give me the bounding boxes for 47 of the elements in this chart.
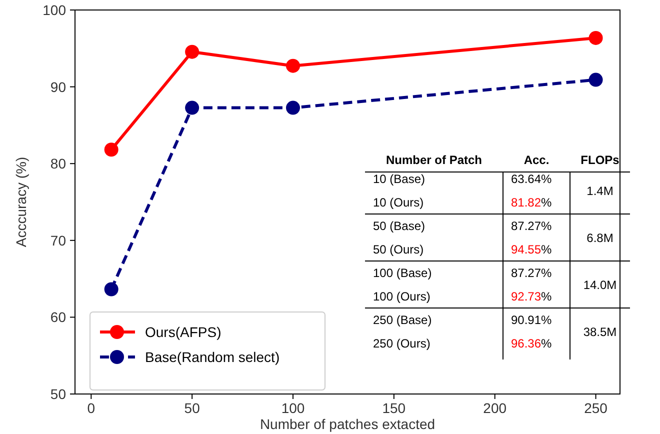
annotation: Number of Patch [386, 153, 482, 167]
y-tick-label: 70 [50, 232, 66, 248]
annotation: 10 (Ours) [373, 196, 424, 210]
point [588, 72, 603, 87]
point [588, 30, 603, 45]
x-tick-label: 100 [281, 400, 305, 416]
point [104, 142, 118, 157]
y-tick-label: 100 [42, 2, 66, 18]
y-tick-label: 90 [50, 78, 66, 95]
x-axis-title: Number of patches extacted [260, 416, 436, 432]
legend-label: Ours(AFPS) [145, 324, 222, 340]
y-axis-title: Acccuracy (%) [13, 156, 29, 248]
x-tick-label: 50 [184, 400, 200, 416]
point [104, 282, 118, 296]
annotation: 94.55% [511, 242, 552, 256]
annotation: 96.36% [511, 336, 552, 350]
annotation: 1.4M [586, 184, 614, 198]
annotation: 92.73% [511, 290, 552, 304]
annotation: 90.91% [511, 313, 552, 327]
x-tick-label: 0 [87, 400, 96, 416]
x-tick-label: 250 [584, 400, 608, 416]
point [286, 100, 300, 115]
annotation: 250 (Ours) [373, 336, 430, 350]
point [286, 58, 300, 73]
annotation: 87.27% [511, 219, 552, 233]
x-tick-label: 150 [382, 400, 406, 416]
annotation: 100 (Ours) [373, 290, 430, 304]
point [185, 44, 200, 59]
x-tick-label: 200 [483, 400, 507, 416]
annotation: 50 (Base) [373, 219, 426, 233]
annotation: 100 (Base) [373, 266, 432, 280]
annotation: 63.64% [511, 172, 552, 186]
annotation: 10 (Base) [373, 172, 426, 186]
annotation: 81.82% [511, 196, 552, 210]
y-tick-label: 80 [50, 156, 66, 172]
annotation: FLOPs [580, 153, 620, 167]
point [185, 100, 200, 115]
annotation: 50 (Ours) [373, 242, 424, 256]
legend-label: Base(Random select) [145, 349, 280, 365]
y-tick-label: 60 [50, 309, 66, 326]
annotation: Acc. [524, 153, 550, 167]
annotation: 38.5M [583, 324, 617, 339]
annotation: 87.27% [511, 266, 552, 280]
annotation: 6.8M [586, 230, 614, 245]
annotation: 14.0M [583, 278, 617, 292]
y-tick-label: 50 [50, 386, 66, 402]
annotation: 250 (Base) [373, 313, 432, 327]
